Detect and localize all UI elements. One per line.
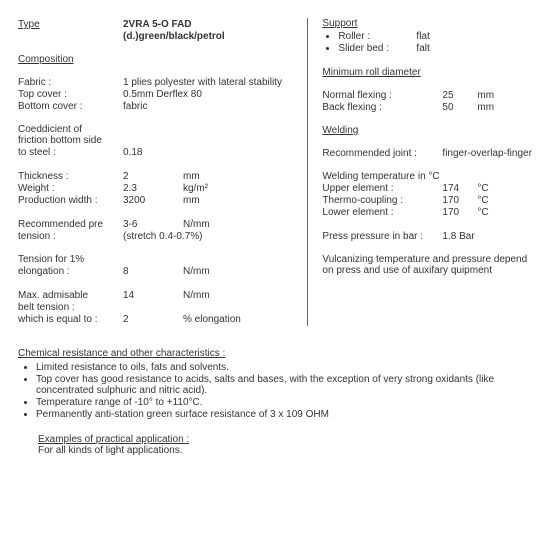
vulcanizing-note: Vulcanizing temperature and pressure dep… — [322, 254, 532, 276]
equalto-label: which is equal to : — [18, 314, 123, 325]
weldtemp-heading: Welding temperature in °C — [322, 171, 532, 182]
thickness-label: Thickness : — [18, 171, 123, 182]
recjoint-value: finger-overlap-finger — [442, 148, 532, 159]
thickness-value: 2 — [123, 171, 183, 182]
bullet-2: Top cover has good resistance to acids, … — [36, 374, 532, 396]
thickness-unit: mm — [183, 171, 233, 182]
bottomcover-label: Bottom cover : — [18, 101, 123, 112]
roller-value: flat — [416, 31, 429, 42]
bullet-4: Permanently anti-station green surface r… — [36, 409, 532, 420]
weight-unit: kg/m² — [183, 183, 233, 194]
normalflex-unit: mm — [477, 90, 494, 101]
coef-line1: Coeddicient of — [18, 124, 307, 135]
right-column: Support Roller :flat Slider bed :falt Mi… — [307, 18, 532, 326]
coef-value: 0.18 — [123, 147, 142, 158]
examples-text: For all kinds of light applications. — [38, 445, 532, 456]
equalto-value: 2 — [123, 314, 183, 325]
tension1-line1: Tension for 1% — [18, 254, 307, 265]
bottomcover-value: fabric — [123, 101, 147, 112]
presspress-value: 1.8 Bar — [442, 231, 474, 242]
prodwidth-value: 3200 — [123, 195, 183, 206]
lowerelem-label: Lower element : — [322, 207, 442, 218]
normalflex-label: Normal flexing : — [322, 90, 442, 101]
pretension-unit: N/mm — [183, 219, 233, 230]
weight-label: Weight : — [18, 183, 123, 194]
pretension-line1: Recommended pre — [18, 219, 123, 230]
welding-heading: Welding — [322, 125, 532, 136]
thermocoup-value: 170 — [442, 195, 477, 206]
sliderbed-label: Slider bed : — [338, 43, 416, 54]
maxbelt-line2: belt tension : — [18, 302, 307, 313]
prodwidth-label: Production width : — [18, 195, 123, 206]
backflex-label: Back flexing : — [322, 102, 442, 113]
equalto-unit: % elongation — [183, 314, 241, 325]
pretension-line2: tension : — [18, 231, 123, 242]
type-name: 2VRA 5-O FAD — [123, 19, 192, 30]
prodwidth-unit: mm — [183, 195, 233, 206]
bullet-3: Temperature range of -10° to +110°C. — [36, 397, 532, 408]
type-heading: Type — [18, 19, 123, 30]
upperelem-unit: °C — [477, 183, 488, 194]
backflex-value: 50 — [442, 102, 477, 113]
fabric-value: 1 plies polyester with lateral stability — [123, 77, 283, 88]
fabric-label: Fabric : — [18, 77, 123, 88]
type-sub: (d.)green/black/petrol — [123, 31, 225, 42]
pretension-stretch: (stretch 0.4-0.7%) — [123, 231, 202, 242]
maxbelt-unit: N/mm — [183, 290, 233, 301]
presspress-label: Press pressure in bar : — [322, 231, 442, 242]
thermocoup-unit: °C — [477, 195, 488, 206]
tension1-unit: N/mm — [183, 266, 233, 277]
coef-line3: to steel : — [18, 147, 123, 158]
examples-heading: Examples of practical application : — [38, 434, 532, 445]
tension1-line2: elongation : — [18, 266, 123, 277]
thermocoup-label: Thermo-coupling : — [322, 195, 442, 206]
roller-label: Roller : — [338, 31, 416, 42]
coef-line2: friction bottom side — [18, 135, 307, 146]
tension1-value: 8 — [123, 266, 183, 277]
lowerelem-unit: °C — [477, 207, 488, 218]
left-column: Type 2VRA 5-O FAD (d.)green/black/petrol… — [18, 18, 307, 326]
chemical-bullets: Limited resistance to oils, fats and sol… — [18, 362, 532, 420]
normalflex-value: 25 — [442, 90, 477, 101]
maxbelt-value: 14 — [123, 290, 183, 301]
chemical-heading: Chemical resistance and other characteri… — [18, 348, 532, 359]
maxbelt-line1: Max. admisable — [18, 290, 123, 301]
bullet-1: Limited resistance to oils, fats and sol… — [36, 362, 532, 373]
topcover-value: 0.5mm Derflex 80 — [123, 89, 202, 100]
upperelem-label: Upper element : — [322, 183, 442, 194]
composition-heading: Composition — [18, 54, 307, 65]
weight-value: 2.3 — [123, 183, 183, 194]
sliderbed-value: falt — [416, 43, 429, 54]
recjoint-label: Recommended joint : — [322, 148, 442, 159]
topcover-label: Top cover : — [18, 89, 123, 100]
support-heading: Support — [322, 18, 532, 29]
pretension-value: 3-6 — [123, 219, 183, 230]
backflex-unit: mm — [477, 102, 494, 113]
upperelem-value: 174 — [442, 183, 477, 194]
minroll-heading: Minimum roll diameter — [322, 67, 532, 78]
lowerelem-value: 170 — [442, 207, 477, 218]
